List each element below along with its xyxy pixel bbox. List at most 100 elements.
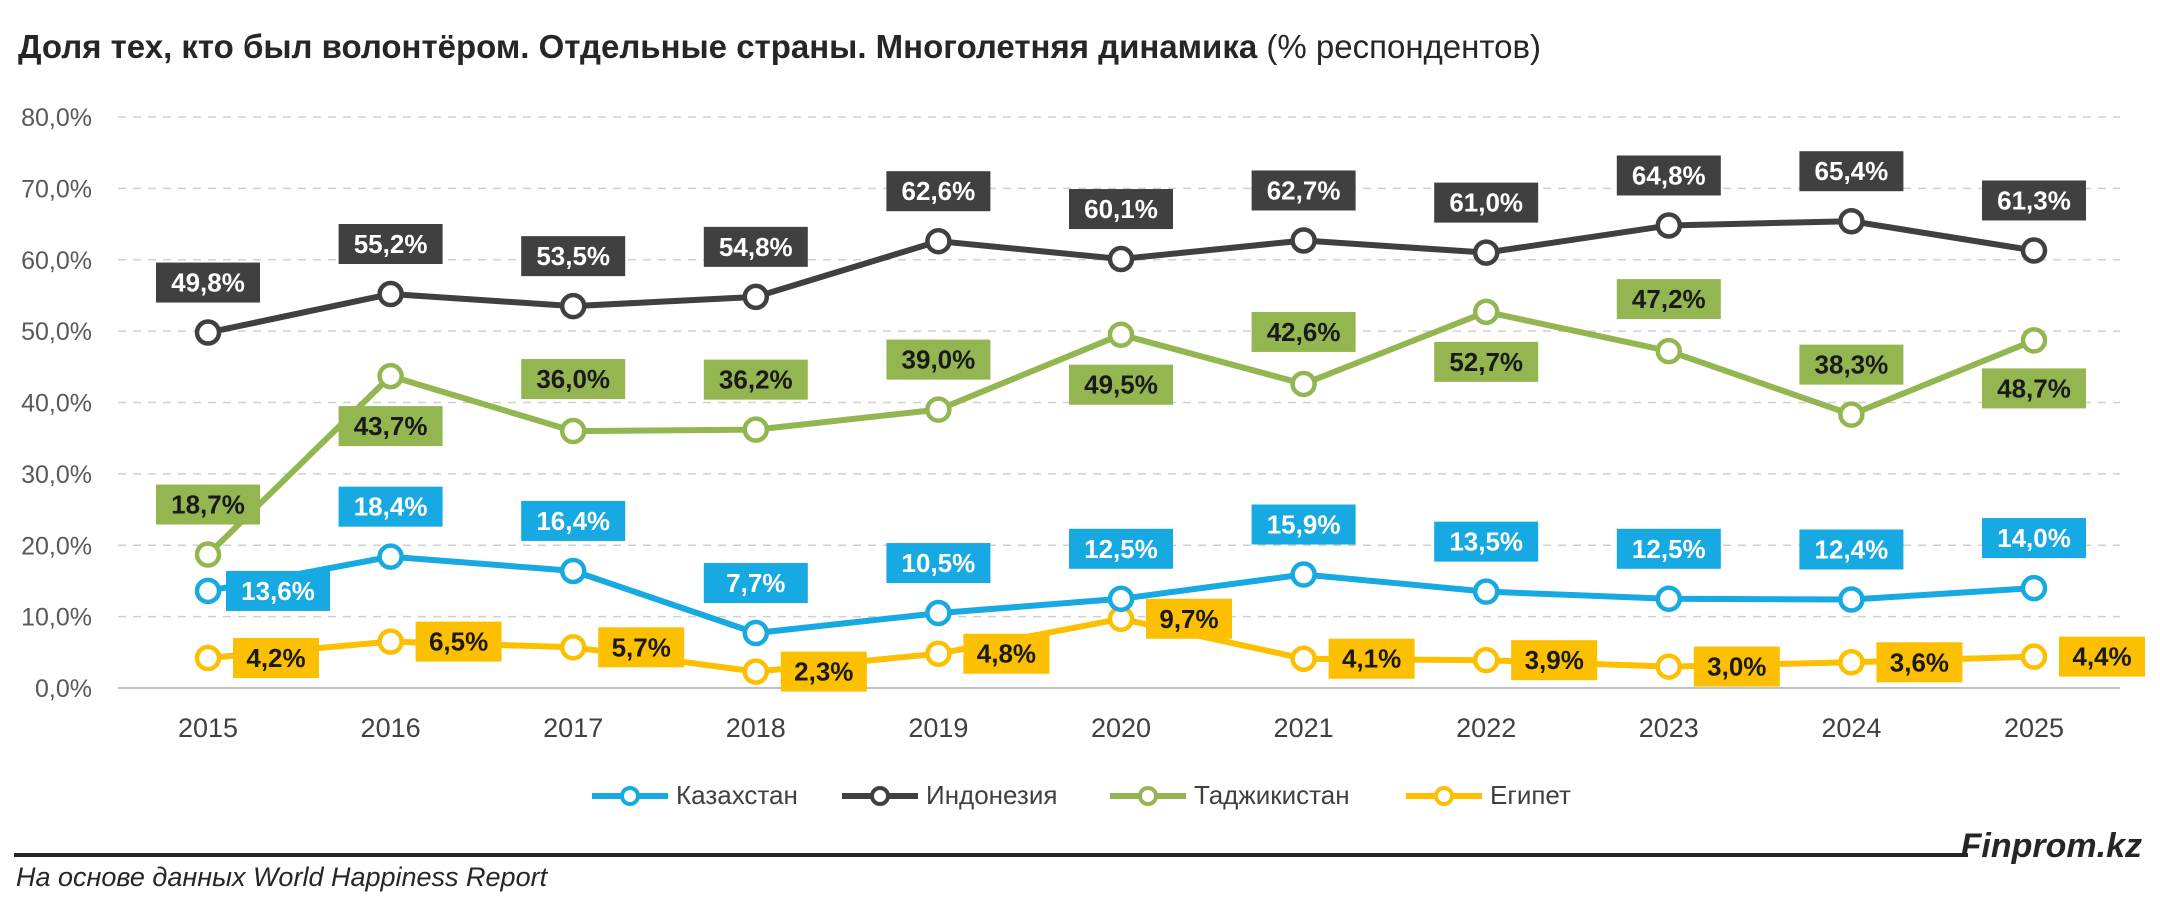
legend-label-indonesia: Индонезия <box>926 780 1058 810</box>
x-tick-label: 2025 <box>2004 713 2064 743</box>
data-label-box-egypt <box>598 627 685 668</box>
x-tick-label: 2016 <box>361 713 421 743</box>
data-point-indonesia <box>1655 212 1683 239</box>
x-tick-label: 2018 <box>726 713 786 743</box>
data-label-tajikistan: 49,5% <box>1084 370 1158 400</box>
data-label-box-indonesia <box>703 226 808 267</box>
data-label-tajikistan: 18,7% <box>171 490 245 520</box>
data-label-indonesia: 49,8% <box>171 268 245 298</box>
data-point-kazakhstan <box>559 557 587 585</box>
data-label-box-egypt <box>2059 636 2145 677</box>
data-label-box-tajikistan <box>1982 368 2086 409</box>
data-label-box-egypt <box>780 651 867 692</box>
data-point-tajikistan <box>377 362 404 390</box>
x-tick-label: 2023 <box>1639 713 1699 743</box>
data-point-kazakhstan <box>1838 586 1865 613</box>
legend-label-tajikistan: Таджикистан <box>1194 780 1350 810</box>
data-label-indonesia: 61,3% <box>1997 185 2071 215</box>
data-label-egypt: 4,8% <box>977 639 1036 669</box>
data-point-egypt <box>925 640 952 667</box>
y-tick-label: 80,0% <box>21 104 92 132</box>
data-label-tajikistan: 47,2% <box>1632 284 1706 314</box>
data-label-egypt: 4,1% <box>1342 644 1401 674</box>
data-label-kazakhstan: 16,4% <box>536 506 610 536</box>
data-point-kazakhstan <box>742 619 770 647</box>
data-label-indonesia: 53,5% <box>536 241 610 271</box>
data-point-egypt <box>742 658 770 685</box>
data-label-kazakhstan: 10,5% <box>902 548 976 578</box>
x-tick-label: 2021 <box>1274 713 1334 743</box>
data-label-box-tajikistan <box>703 359 808 400</box>
data-label-egypt: 6,5% <box>429 627 488 657</box>
source-note: На основе данных World Happiness Report <box>16 862 548 892</box>
data-label-tajikistan: 43,7% <box>354 411 428 441</box>
x-tick-label: 2024 <box>1821 713 1881 743</box>
chart-title-unit: (% респондентов) <box>1266 28 1541 65</box>
x-tick-label: 2015 <box>178 713 238 743</box>
data-point-kazakhstan <box>1290 561 1317 588</box>
data-point-tajikistan <box>559 417 587 445</box>
data-label-box-kazakhstan <box>521 500 626 541</box>
data-label-box-tajikistan <box>1069 364 1173 405</box>
series-line-tajikistan <box>205 308 2037 558</box>
data-label-indonesia: 61,0% <box>1449 188 1523 218</box>
x-tick-label: 2019 <box>908 713 968 743</box>
data-point-egypt <box>1655 653 1683 680</box>
data-point-egypt <box>1838 649 1865 676</box>
data-label-box-kazakhstan <box>1616 528 1721 569</box>
data-label-kazakhstan: 15,9% <box>1267 510 1341 540</box>
legend-swatch-egypt <box>1406 785 1482 806</box>
y-tick-label: 70,0% <box>21 175 92 203</box>
data-label-egypt: 3,6% <box>1890 647 1949 677</box>
chart-legend: Казахстан Индонезия Таджикистан Египет <box>0 780 2160 820</box>
legend-item-kazakhstan: Казахстан <box>590 780 798 811</box>
data-label-tajikistan: 36,0% <box>536 364 610 394</box>
data-label-box-egypt <box>415 621 502 662</box>
data-point-tajikistan <box>742 416 770 443</box>
data-point-tajikistan <box>925 396 952 423</box>
data-label-tajikistan: 38,3% <box>1815 350 1889 380</box>
data-point-kazakhstan <box>1472 578 1500 605</box>
data-label-box-egypt <box>233 638 319 679</box>
data-label-box-indonesia <box>1069 189 1173 230</box>
legend-item-tajikistan: Таджикистан <box>1108 780 1350 811</box>
data-label-box-kazakhstan <box>703 563 808 604</box>
data-label-box-tajikistan <box>1616 279 1721 320</box>
data-label-box-indonesia <box>1434 182 1539 223</box>
data-point-tajikistan <box>1838 401 1865 428</box>
data-label-egypt: 9,7% <box>1159 604 1218 634</box>
data-point-indonesia <box>1838 207 1865 235</box>
data-label-egypt: 3,9% <box>1525 645 1584 675</box>
legend-label-kazakhstan: Казахстан <box>676 780 798 810</box>
data-label-tajikistan: 36,2% <box>719 365 793 395</box>
data-point-egypt <box>1472 646 1500 674</box>
data-label-kazakhstan: 18,4% <box>354 492 428 522</box>
data-label-egypt: 5,7% <box>612 632 671 662</box>
data-point-tajikistan <box>1107 321 1135 348</box>
data-label-tajikistan: 39,0% <box>902 345 976 375</box>
data-point-egypt <box>1290 645 1317 672</box>
data-label-box-indonesia <box>886 171 991 212</box>
footer-divider <box>14 853 1968 857</box>
data-label-kazakhstan: 13,5% <box>1449 527 1523 557</box>
data-point-indonesia <box>377 280 404 308</box>
data-label-indonesia: 60,1% <box>1084 194 1158 224</box>
brand-logo: Finprom.kz <box>1960 827 2142 865</box>
chart-title-main: Доля тех, кто был волонтёром. Отдельные … <box>18 28 1258 65</box>
data-label-box-tajikistan <box>886 339 991 380</box>
data-label-kazakhstan: 7,7% <box>726 568 785 598</box>
data-label-box-egypt <box>1693 646 1780 687</box>
data-point-tajikistan <box>2020 327 2048 354</box>
legend-swatch-indonesia <box>842 785 918 806</box>
data-label-indonesia: 55,2% <box>354 229 428 259</box>
data-label-box-kazakhstan <box>1251 504 1356 545</box>
data-point-egypt <box>2020 643 2048 670</box>
data-label-box-kazakhstan <box>1799 529 1904 570</box>
data-point-tajikistan <box>1290 370 1317 398</box>
data-label-egypt: 2,3% <box>794 657 853 687</box>
data-label-tajikistan: 42,6% <box>1267 317 1341 347</box>
data-label-tajikistan: 48,7% <box>1997 373 2071 403</box>
data-point-indonesia <box>1472 239 1500 266</box>
data-point-tajikistan <box>1472 298 1500 326</box>
data-label-kazakhstan: 14,0% <box>1997 523 2071 553</box>
